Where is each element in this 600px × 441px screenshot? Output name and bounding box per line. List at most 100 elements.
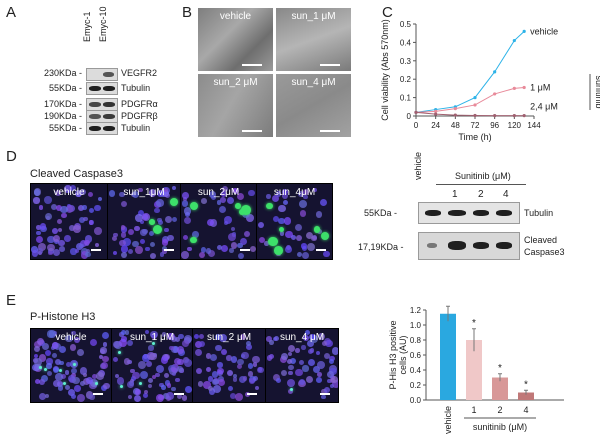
scale-bar [320,64,340,66]
nucleus [149,189,157,197]
bar [440,313,456,400]
nucleus [123,358,131,365]
nucleus [139,219,145,225]
nucleus [75,190,83,198]
nucleus [181,395,188,401]
nucleus [166,383,172,388]
blot-d-tubulin [418,202,520,224]
nucleus [239,333,247,341]
nucleus [173,346,180,353]
nucleus [279,355,288,364]
nucleus [214,333,221,340]
positive-cell [138,381,142,385]
nucleus [288,364,294,371]
nucleus [285,246,292,253]
nucleus [91,373,98,379]
nucleus [241,351,249,360]
nucleus [278,218,285,225]
nucleus [302,365,309,372]
nucleus [163,372,169,378]
positive-cell [152,341,156,345]
scale-bar [316,249,326,251]
nucleus [271,194,280,203]
nucleus [57,384,64,391]
nucleus [86,377,94,385]
x-tick-label: 120 [508,121,522,130]
nucleus [56,205,62,211]
nucleus [65,384,71,391]
blot-tubulin-2 [86,122,118,135]
nucleus [67,375,76,383]
blot-tubulin-1 [86,82,118,95]
micrograph-sun-4: sun_4 μM [276,74,351,137]
nucleus [34,353,39,358]
nucleus [164,227,169,233]
nucleus [315,211,323,219]
nucleus [33,340,41,348]
nucleus [307,358,316,366]
nucleus [238,375,246,383]
nucleus [121,251,127,258]
nucleus [102,382,110,390]
nucleus [316,350,321,355]
nucleus [101,332,109,340]
positive-cell [278,226,284,232]
nucleus [216,244,223,250]
nucleus [254,385,260,391]
x-axis-label: Time (h) [458,132,491,142]
nucleus [296,252,302,258]
nucleus [331,347,338,355]
protein-label: PDGFRα [121,99,158,109]
nucleus [71,376,80,385]
nucleus [138,360,147,369]
dose-label: 2 [478,189,484,200]
series-point [493,114,497,118]
nucleus [211,371,219,378]
y-axis-label: Cell viability (Abs 570nm) [380,19,390,121]
nucleus [272,373,280,381]
nucleus [199,333,205,339]
nucleus [173,358,181,366]
fluor-e-vehicle: vehicle [30,328,112,403]
nucleus [163,188,169,193]
nucleus [39,393,47,401]
positive-cell [169,197,178,207]
nucleus [298,359,305,366]
nucleus [54,189,62,197]
nucleus [295,368,303,377]
nucleus [246,214,254,222]
series-line-0 [415,30,525,113]
nucleus [85,248,91,254]
nucleus [281,193,288,199]
nucleus [194,348,202,357]
nucleus [171,186,176,191]
series-point [473,103,477,107]
fluor-d-sun-1: sun_1μM [107,183,181,260]
nucleus [63,185,72,193]
nucleus [79,243,84,249]
positive-cell [290,388,294,392]
nucleus [302,189,309,196]
nucleus [31,246,38,253]
nucleus [36,225,41,230]
micrograph-vehicle: vehicle [198,8,273,71]
nucleus [90,379,98,387]
series-line-2 [415,111,525,117]
nucleus [135,389,141,395]
nucleus [38,205,44,210]
nucleus [247,363,254,369]
nucleus [212,378,219,386]
nucleus [59,346,67,354]
image-label: vehicle [219,11,252,22]
nucleus [303,195,308,200]
nucleus [100,347,107,354]
mw-label: 190KDa - [43,111,82,121]
nucleus [305,329,311,336]
nucleus [35,235,43,244]
protein-label: Tubulin [524,208,554,218]
nucleus [159,382,164,388]
panel-b-label: B [182,4,193,21]
nucleus [177,365,184,372]
nucleus [147,383,153,389]
nucleus [175,377,180,382]
